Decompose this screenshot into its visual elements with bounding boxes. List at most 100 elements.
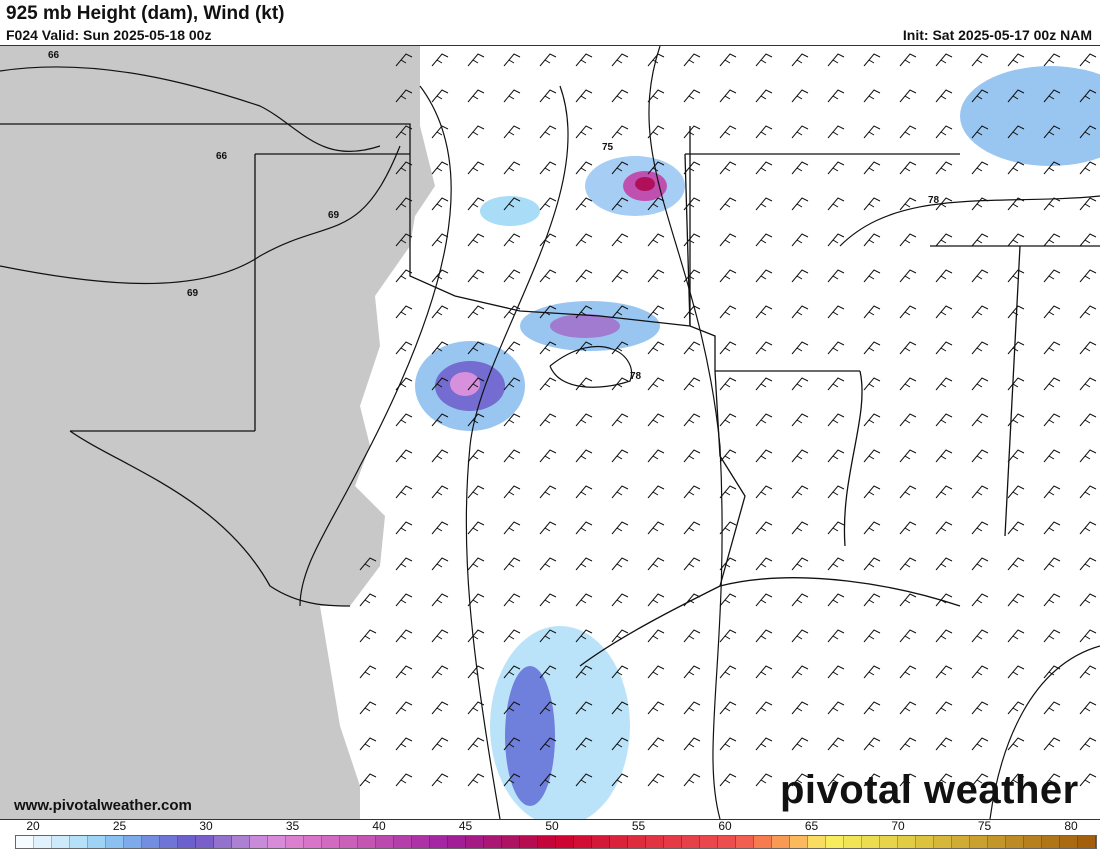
wind-barb: [611, 89, 629, 103]
wind-barb: [647, 197, 665, 211]
wind-barb: [539, 269, 557, 283]
wind-barb: [395, 89, 413, 103]
wind-barb: [719, 197, 737, 211]
wind-barb: [755, 377, 773, 391]
wind-barb: [683, 305, 701, 319]
wind-barb: [827, 701, 845, 715]
wind-barb: [863, 233, 881, 247]
wind-barb: [503, 521, 521, 535]
wind-barb: [467, 161, 485, 175]
wind-barb: [863, 701, 881, 715]
wind-barb: [575, 737, 593, 751]
wind-barb: [395, 629, 413, 643]
wind-barb: [611, 521, 629, 535]
wind-barb: [575, 665, 593, 679]
wind-barb: [359, 665, 377, 679]
wind-barb: [1079, 305, 1097, 319]
colorbar-swatch: [196, 836, 214, 848]
wind-barb: [503, 89, 521, 103]
contour-label: 75: [602, 142, 614, 153]
wind-barb: [575, 89, 593, 103]
wind-barb: [575, 701, 593, 715]
contour-labels: 66 66 69 69 75 78 78: [48, 50, 940, 382]
wind-barb: [971, 377, 989, 391]
wind-barb: [1007, 305, 1025, 319]
wind-barb: [899, 737, 917, 751]
wind-barb: [431, 233, 449, 247]
colorbar-swatch: [124, 836, 142, 848]
wind-barb: [467, 305, 485, 319]
wind-barb: [791, 377, 809, 391]
colorbar-swatch: [484, 836, 502, 848]
wind-barb: [395, 413, 413, 427]
wind-barb: [755, 125, 773, 139]
wind-barb: [1007, 485, 1025, 499]
wind-barb: [539, 53, 557, 67]
wind-barb: [431, 593, 449, 607]
wind-barb: [611, 593, 629, 607]
wind-barb: [863, 629, 881, 643]
wind-barb: [503, 269, 521, 283]
wind-barb: [1007, 449, 1025, 463]
wind-barb: [395, 521, 413, 535]
wind-barb: [791, 557, 809, 571]
wind-barb: [539, 593, 557, 607]
wind-barb: [719, 305, 737, 319]
contour-label: 69: [187, 288, 199, 299]
wind-barb: [1079, 737, 1097, 751]
website-url[interactable]: www.pivotalweather.com: [14, 797, 192, 814]
wind-barb: [719, 89, 737, 103]
contour-label: 66: [48, 50, 60, 61]
wind-barb: [719, 413, 737, 427]
wind-barb: [431, 557, 449, 571]
wind-barb: [539, 449, 557, 463]
wind-barb: [971, 413, 989, 427]
wind-barb: [1043, 53, 1061, 67]
colorbar-swatch: [88, 836, 106, 848]
wind-barb: [575, 125, 593, 139]
wind-barb: [611, 233, 629, 247]
colorbar-label: 55: [631, 819, 646, 833]
wind-barb: [755, 485, 773, 499]
wind-barb: [755, 269, 773, 283]
wind-barb: [1043, 521, 1061, 535]
wind-barb: [539, 413, 557, 427]
wind-barb: [863, 89, 881, 103]
wind-barb: [1079, 341, 1097, 355]
wind-barb: [431, 197, 449, 211]
wind-barb: [935, 233, 953, 247]
wind-barb: [755, 53, 773, 67]
wind-barb: [1079, 89, 1097, 103]
wind-barb: [827, 557, 845, 571]
wind-barb: [503, 629, 521, 643]
wind-barb: [755, 233, 773, 247]
wind-barb: [539, 521, 557, 535]
colorbar-swatch: [250, 836, 268, 848]
wind-barb: [539, 89, 557, 103]
wind-barb: [971, 557, 989, 571]
wind-barb: [467, 521, 485, 535]
wind-barb: [971, 521, 989, 535]
wind-barb: [1007, 89, 1025, 103]
colorbar-swatch: [160, 836, 178, 848]
wind-barb: [935, 413, 953, 427]
wind-barb: [791, 485, 809, 499]
colorbar-swatch: [394, 836, 412, 848]
wind-barb: [755, 629, 773, 643]
wind-barb: [1043, 449, 1061, 463]
colorbar-swatch: [970, 836, 988, 848]
wind-barb: [827, 773, 845, 787]
colorbar-swatch: [304, 836, 322, 848]
wind-barb: [899, 125, 917, 139]
wind-barb: [1007, 53, 1025, 67]
wind-barb: [683, 341, 701, 355]
wind-barb: [1043, 593, 1061, 607]
colorbar-swatch: [376, 836, 394, 848]
wind-barb: [467, 629, 485, 643]
wind-barb: [647, 449, 665, 463]
wind-barb: [827, 161, 845, 175]
wind-barb: [611, 557, 629, 571]
wind-barb: [467, 773, 485, 787]
wind-barb: [935, 449, 953, 463]
colorbar-swatch: [772, 836, 790, 848]
